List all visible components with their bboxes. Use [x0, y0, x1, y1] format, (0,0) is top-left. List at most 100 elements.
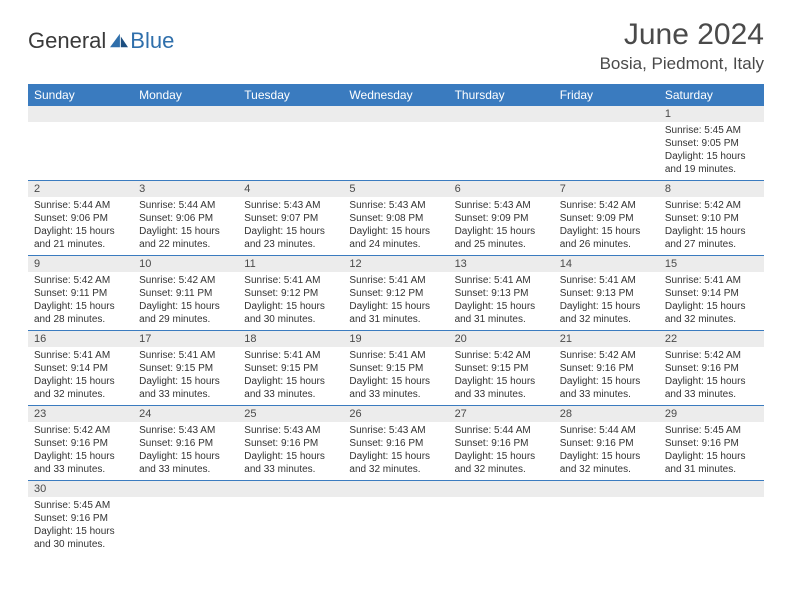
day-cell	[659, 481, 764, 555]
brand-part2: Blue	[130, 28, 174, 54]
day-cell: 4Sunrise: 5:43 AMSunset: 9:07 PMDaylight…	[238, 181, 343, 255]
day-cell: 30Sunrise: 5:45 AMSunset: 9:16 PMDayligh…	[28, 481, 133, 555]
day-number	[238, 106, 343, 122]
day-cell: 16Sunrise: 5:41 AMSunset: 9:14 PMDayligh…	[28, 331, 133, 405]
day-info	[449, 122, 554, 172]
day-info: Sunrise: 5:44 AMSunset: 9:06 PMDaylight:…	[28, 197, 133, 255]
day-info: Sunrise: 5:41 AMSunset: 9:12 PMDaylight:…	[343, 272, 448, 330]
day-info: Sunrise: 5:42 AMSunset: 9:16 PMDaylight:…	[554, 347, 659, 405]
week-row: 30Sunrise: 5:45 AMSunset: 9:16 PMDayligh…	[28, 481, 764, 555]
day-info: Sunrise: 5:42 AMSunset: 9:15 PMDaylight:…	[449, 347, 554, 405]
day-number: 15	[659, 256, 764, 272]
day-cell: 9Sunrise: 5:42 AMSunset: 9:11 PMDaylight…	[28, 256, 133, 330]
day-cell	[133, 481, 238, 555]
day-number: 26	[343, 406, 448, 422]
day-info	[554, 497, 659, 547]
day-info	[133, 497, 238, 547]
day-info	[343, 497, 448, 547]
day-number: 11	[238, 256, 343, 272]
day-number: 28	[554, 406, 659, 422]
day-info: Sunrise: 5:42 AMSunset: 9:10 PMDaylight:…	[659, 197, 764, 255]
calendar: Sunday Monday Tuesday Wednesday Thursday…	[28, 84, 764, 555]
day-cell	[343, 481, 448, 555]
day-number: 21	[554, 331, 659, 347]
day-cell: 10Sunrise: 5:42 AMSunset: 9:11 PMDayligh…	[133, 256, 238, 330]
day-cell: 27Sunrise: 5:44 AMSunset: 9:16 PMDayligh…	[449, 406, 554, 480]
header: General Blue June 2024 Bosia, Piedmont, …	[28, 18, 764, 74]
day-number: 22	[659, 331, 764, 347]
day-number: 14	[554, 256, 659, 272]
day-info	[28, 122, 133, 172]
day-info: Sunrise: 5:43 AMSunset: 9:16 PMDaylight:…	[343, 422, 448, 480]
day-number: 5	[343, 181, 448, 197]
day-info: Sunrise: 5:41 AMSunset: 9:13 PMDaylight:…	[554, 272, 659, 330]
day-number	[449, 106, 554, 122]
week-row: 23Sunrise: 5:42 AMSunset: 9:16 PMDayligh…	[28, 406, 764, 481]
day-number: 23	[28, 406, 133, 422]
day-cell: 2Sunrise: 5:44 AMSunset: 9:06 PMDaylight…	[28, 181, 133, 255]
day-info: Sunrise: 5:43 AMSunset: 9:08 PMDaylight:…	[343, 197, 448, 255]
day-info: Sunrise: 5:45 AMSunset: 9:16 PMDaylight:…	[659, 422, 764, 480]
day-cell: 6Sunrise: 5:43 AMSunset: 9:09 PMDaylight…	[449, 181, 554, 255]
day-cell: 21Sunrise: 5:42 AMSunset: 9:16 PMDayligh…	[554, 331, 659, 405]
day-cell: 23Sunrise: 5:42 AMSunset: 9:16 PMDayligh…	[28, 406, 133, 480]
day-info: Sunrise: 5:41 AMSunset: 9:12 PMDaylight:…	[238, 272, 343, 330]
day-info: Sunrise: 5:42 AMSunset: 9:11 PMDaylight:…	[133, 272, 238, 330]
day-number: 19	[343, 331, 448, 347]
day-cell: 14Sunrise: 5:41 AMSunset: 9:13 PMDayligh…	[554, 256, 659, 330]
day-number	[343, 481, 448, 497]
day-info: Sunrise: 5:43 AMSunset: 9:16 PMDaylight:…	[238, 422, 343, 480]
day-number: 20	[449, 331, 554, 347]
sail-icon	[108, 32, 130, 50]
dayhead-fri: Friday	[554, 84, 659, 106]
day-number: 4	[238, 181, 343, 197]
day-number: 17	[133, 331, 238, 347]
day-number: 6	[449, 181, 554, 197]
day-number	[133, 481, 238, 497]
day-number: 12	[343, 256, 448, 272]
day-number: 29	[659, 406, 764, 422]
day-number: 1	[659, 106, 764, 122]
day-info: Sunrise: 5:42 AMSunset: 9:11 PMDaylight:…	[28, 272, 133, 330]
brand-logo: General Blue	[28, 28, 174, 54]
day-info: Sunrise: 5:42 AMSunset: 9:09 PMDaylight:…	[554, 197, 659, 255]
day-cell	[133, 106, 238, 180]
day-info	[659, 497, 764, 547]
day-info	[554, 122, 659, 172]
day-cell	[343, 106, 448, 180]
brand-part1: General	[28, 28, 106, 54]
day-number	[554, 481, 659, 497]
dayhead-thu: Thursday	[449, 84, 554, 106]
calendar-body: 1Sunrise: 5:45 AMSunset: 9:05 PMDaylight…	[28, 106, 764, 555]
week-row: 16Sunrise: 5:41 AMSunset: 9:14 PMDayligh…	[28, 331, 764, 406]
day-info: Sunrise: 5:42 AMSunset: 9:16 PMDaylight:…	[659, 347, 764, 405]
day-cell: 12Sunrise: 5:41 AMSunset: 9:12 PMDayligh…	[343, 256, 448, 330]
day-number: 30	[28, 481, 133, 497]
day-cell: 13Sunrise: 5:41 AMSunset: 9:13 PMDayligh…	[449, 256, 554, 330]
title-block: June 2024 Bosia, Piedmont, Italy	[600, 18, 764, 74]
day-number: 8	[659, 181, 764, 197]
day-cell: 20Sunrise: 5:42 AMSunset: 9:15 PMDayligh…	[449, 331, 554, 405]
day-number: 18	[238, 331, 343, 347]
day-number: 24	[133, 406, 238, 422]
day-info: Sunrise: 5:44 AMSunset: 9:16 PMDaylight:…	[554, 422, 659, 480]
week-row: 2Sunrise: 5:44 AMSunset: 9:06 PMDaylight…	[28, 181, 764, 256]
dayhead-sun: Sunday	[28, 84, 133, 106]
day-number: 27	[449, 406, 554, 422]
day-number: 7	[554, 181, 659, 197]
dayhead-wed: Wednesday	[343, 84, 448, 106]
day-cell: 1Sunrise: 5:45 AMSunset: 9:05 PMDaylight…	[659, 106, 764, 180]
day-cell	[28, 106, 133, 180]
day-cell: 7Sunrise: 5:42 AMSunset: 9:09 PMDaylight…	[554, 181, 659, 255]
day-number: 13	[449, 256, 554, 272]
day-info: Sunrise: 5:41 AMSunset: 9:14 PMDaylight:…	[28, 347, 133, 405]
day-cell: 11Sunrise: 5:41 AMSunset: 9:12 PMDayligh…	[238, 256, 343, 330]
day-number	[659, 481, 764, 497]
day-cell: 26Sunrise: 5:43 AMSunset: 9:16 PMDayligh…	[343, 406, 448, 480]
day-cell: 22Sunrise: 5:42 AMSunset: 9:16 PMDayligh…	[659, 331, 764, 405]
day-info: Sunrise: 5:43 AMSunset: 9:16 PMDaylight:…	[133, 422, 238, 480]
dayhead-sat: Saturday	[659, 84, 764, 106]
day-number: 16	[28, 331, 133, 347]
day-info: Sunrise: 5:44 AMSunset: 9:06 PMDaylight:…	[133, 197, 238, 255]
day-info: Sunrise: 5:41 AMSunset: 9:15 PMDaylight:…	[133, 347, 238, 405]
